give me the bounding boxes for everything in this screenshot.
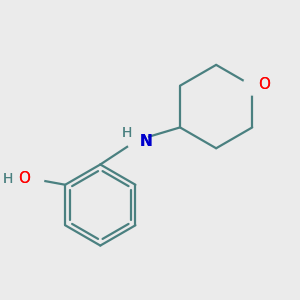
Text: N: N <box>140 134 152 149</box>
Text: H: H <box>122 126 132 140</box>
Text: H: H <box>122 126 132 140</box>
Text: N: N <box>140 134 152 149</box>
Text: H: H <box>3 172 13 186</box>
Text: O: O <box>19 172 31 187</box>
Text: O: O <box>258 77 270 92</box>
Circle shape <box>23 169 44 189</box>
Circle shape <box>127 130 148 151</box>
Text: O: O <box>19 172 31 187</box>
Circle shape <box>243 76 262 95</box>
Text: H: H <box>3 172 13 186</box>
Text: O: O <box>258 77 270 92</box>
